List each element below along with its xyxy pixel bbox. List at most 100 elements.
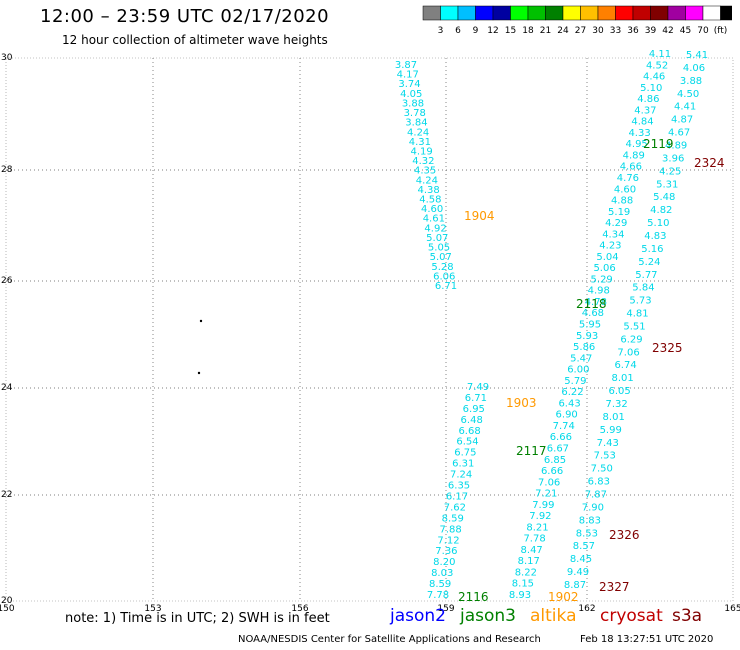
legend-label: 24 <box>557 26 569 35</box>
wave-height-value: 5.19 <box>608 207 630 218</box>
latitude-label: 28 <box>1 165 13 175</box>
wave-height-value: 5.48 <box>653 192 675 203</box>
wave-height-legend: 3 6 9 12 15 18 21 24 27 30 33 36 39 42 45 70 (ft) <box>422 5 732 35</box>
latitude-label: 24 <box>1 383 13 393</box>
wave-height-value: 4.60 <box>421 204 443 215</box>
legend-label: 15 <box>505 26 516 35</box>
wave-height-value: 4.33 <box>628 128 650 139</box>
wave-height-value: 8.47 <box>521 545 543 556</box>
wave-height-value: 6.68 <box>458 426 480 437</box>
legend-cryosat: cryosat <box>600 606 663 626</box>
wave-height-value: 7.78 <box>427 590 449 601</box>
wave-height-value: 4.89 <box>665 140 687 151</box>
legend-label: 18 <box>522 26 534 35</box>
wave-height-value: 7.87 <box>585 490 607 501</box>
wave-height-value: 5.16 <box>641 244 663 255</box>
wave-height-value: 4.81 <box>626 309 648 320</box>
wave-height-value: 4.58 <box>419 195 441 206</box>
wave-height-value: 4.86 <box>637 94 659 105</box>
wave-height-value: 7.50 <box>591 464 613 475</box>
wave-height-value: 7.88 <box>439 524 461 535</box>
wave-height-value: 6.54 <box>456 437 478 448</box>
note-text: note: 1) Time is in UTC; 2) SWH is in fe… <box>65 611 330 626</box>
wave-height-value: 6.05 <box>609 386 631 397</box>
pass-number-label: 2117 <box>516 444 547 458</box>
wave-height-value: 5.95 <box>579 320 601 331</box>
wave-height-value: 5.73 <box>629 296 651 307</box>
wave-height-value: 4.60 <box>614 184 636 195</box>
wave-height-value: 4.23 <box>599 241 621 252</box>
wave-height-value: 8.45 <box>570 554 592 565</box>
latitude-label: 30 <box>1 53 13 63</box>
wave-height-value: 4.37 <box>634 105 656 116</box>
legend-label: 33 <box>610 26 621 35</box>
pass-number-label: 2116 <box>458 590 489 604</box>
wave-height-value: 8.15 <box>512 579 534 590</box>
wave-height-value: 4.25 <box>659 166 681 177</box>
legend-label: 21 <box>540 26 551 35</box>
wave-height-value: 7.62 <box>444 502 466 513</box>
wave-height-value: 4.31 <box>409 137 431 148</box>
wave-height-value: 4.52 <box>646 60 668 71</box>
wave-height-value: 6.48 <box>461 415 483 426</box>
latitude-label: 20 <box>1 596 13 606</box>
map-title: 12:00 – 23:59 UTC 02/17/2020 <box>40 6 330 27</box>
legend-label: 3 <box>438 26 444 35</box>
wave-height-value: 5.07 <box>426 233 448 244</box>
longitude-label: 153 <box>144 604 161 614</box>
wave-height-value: 5.07 <box>430 252 452 263</box>
wave-height-value: 5.10 <box>640 83 662 94</box>
latitude-label: 26 <box>1 276 13 286</box>
wave-height-value: 6.29 <box>620 334 642 345</box>
wave-height-value: 4.61 <box>423 214 445 225</box>
wave-height-value: 3.84 <box>405 118 427 129</box>
wave-height-value: 5.93 <box>576 331 598 342</box>
wave-height-value: 6.83 <box>588 477 610 488</box>
wave-height-value: 4.19 <box>411 146 433 157</box>
longitude-label: 156 <box>291 604 308 614</box>
wave-height-value: 6.31 <box>452 459 474 470</box>
wave-height-value: 4.34 <box>602 229 624 240</box>
wave-height-value: 8.59 <box>429 579 451 590</box>
wave-height-value: 4.66 <box>620 162 642 173</box>
wave-height-value: 7.12 <box>437 535 459 546</box>
wave-height-value: 7.36 <box>435 546 457 557</box>
pass-labels: 1904 1903 1902 2119 2118 2117 2116 2324 2325 2326… <box>458 137 725 604</box>
wave-height-value: 4.11 <box>649 49 671 60</box>
pass-number-label: 1904 <box>464 209 495 223</box>
wave-height-value: 6.17 <box>446 491 468 502</box>
wave-height-value: 6.66 <box>550 432 572 443</box>
wave-height-value: 3.96 <box>662 153 684 164</box>
pass-number-label: 2326 <box>609 528 640 542</box>
wave-height-value: 7.06 <box>538 477 560 488</box>
wave-height-value: 4.06 <box>683 63 705 74</box>
wave-height-value: 4.35 <box>414 166 436 177</box>
wave-height-value: 6.95 <box>463 404 485 415</box>
wave-height-value: 4.29 <box>605 218 627 229</box>
legend-label: (ft) <box>714 26 728 35</box>
latitude-label: 22 <box>1 490 12 500</box>
legend-jason3: jason3 <box>460 606 516 626</box>
wave-height-value: 6.75 <box>454 448 476 459</box>
wave-height-value: 8.03 <box>431 568 453 579</box>
wave-height-value: 8.59 <box>442 513 464 524</box>
wave-height-value: 3.87 <box>395 60 417 71</box>
credit-text: NOAA/NESDIS Center for Satellite Applica… <box>238 634 541 645</box>
wave-height-value: 7.06 <box>617 347 639 358</box>
legend-label: 9 <box>473 26 479 35</box>
island-markers <box>197 319 203 375</box>
legend-label: 45 <box>680 26 691 35</box>
wave-height-value: 6.00 <box>567 365 589 376</box>
wave-height-value: 4.41 <box>674 102 696 113</box>
wave-height-value: 4.38 <box>417 185 439 196</box>
wave-height-value: 5.51 <box>623 321 645 332</box>
wave-height-value: 8.01 <box>611 373 633 384</box>
wave-height-value: 4.46 <box>643 72 665 83</box>
wave-height-value: 5.86 <box>573 342 595 353</box>
wave-height-value: 5.47 <box>570 353 592 364</box>
lat-lon-grid <box>5 57 734 602</box>
wave-height-value: 7.24 <box>450 470 472 481</box>
longitude-label: 150 <box>0 604 15 614</box>
legend-label: 27 <box>575 26 586 35</box>
